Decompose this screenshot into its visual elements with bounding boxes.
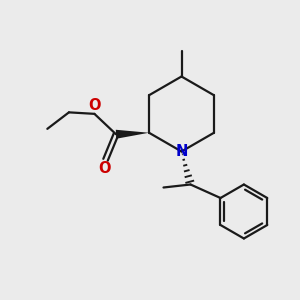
- Text: N: N: [175, 144, 188, 159]
- Text: O: O: [98, 160, 110, 175]
- Text: O: O: [88, 98, 101, 113]
- Polygon shape: [116, 130, 149, 139]
